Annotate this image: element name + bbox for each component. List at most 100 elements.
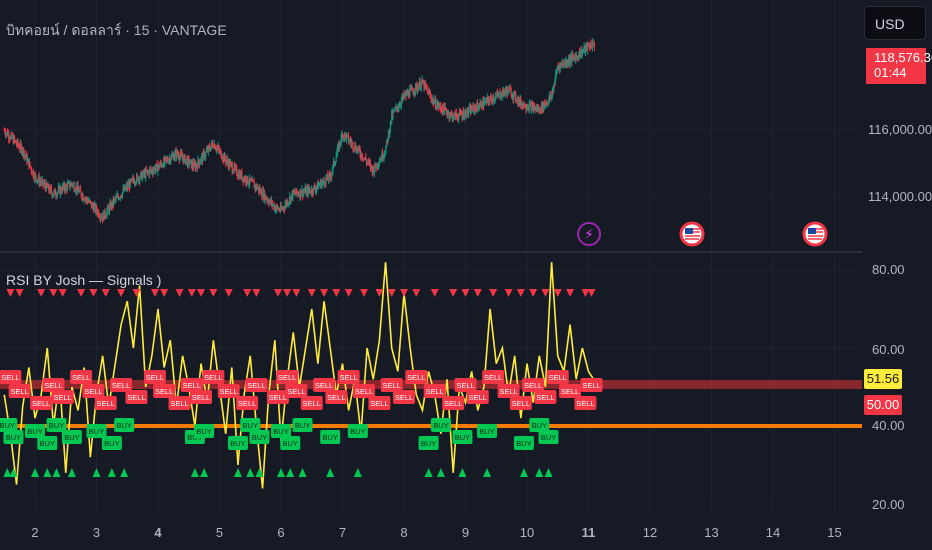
sell-label: SELL [10, 387, 28, 396]
buy-arrow-marker [277, 468, 285, 477]
candle-body [546, 102, 548, 104]
candle-body [79, 188, 81, 191]
candle-body [312, 192, 314, 194]
candle-body [402, 93, 404, 99]
candle-body [429, 92, 431, 95]
rsi-series [3, 262, 596, 489]
candle-body [238, 173, 240, 177]
candle-body [256, 184, 258, 190]
candle-body [526, 107, 528, 109]
candle-body [67, 182, 69, 184]
currency-button[interactable]: USD [864, 6, 926, 40]
candle-body [157, 164, 160, 168]
candle-body [171, 155, 173, 157]
candle-body [583, 45, 585, 50]
candle-body [50, 187, 52, 189]
sell-arrow-marker [344, 289, 353, 297]
candle-body [544, 102, 546, 106]
candle-body [588, 45, 590, 47]
candle-body [425, 86, 428, 89]
candle-body [78, 190, 80, 193]
candle-body [220, 150, 222, 158]
candle-body [489, 99, 491, 104]
candle-body [53, 191, 55, 196]
candle-body [506, 88, 508, 91]
candle-body [125, 185, 127, 188]
candle-body [165, 157, 167, 159]
candle-body [123, 186, 125, 191]
candle-body [260, 189, 262, 193]
lightning-event-icon[interactable]: ⚡ [577, 222, 601, 246]
buy-label-box [430, 418, 451, 432]
event-markers[interactable]: ⚡ [577, 221, 828, 247]
candle-body [207, 146, 209, 152]
buy-label: BUY [541, 433, 556, 442]
sell-label: SELL [303, 399, 321, 408]
candle-body [353, 149, 355, 151]
candle-body [488, 101, 490, 104]
candle-body [471, 107, 473, 111]
candle-body [482, 100, 484, 107]
indicator-title[interactable]: RSI BY Josh — Signals ) [6, 272, 162, 288]
candle-body [203, 152, 205, 154]
candle-body [11, 133, 13, 139]
candle-body [109, 202, 111, 206]
candle-body [296, 192, 299, 194]
candle-body [413, 92, 415, 94]
candle-body [303, 191, 305, 193]
candle-body [499, 92, 501, 98]
candle-body [272, 204, 275, 206]
candle-body [60, 187, 62, 192]
candle-body [21, 146, 23, 154]
time-axis-tick: 4 [154, 525, 162, 540]
buy-label-box [61, 430, 82, 444]
candle-body [205, 150, 207, 152]
us-flag-event-icon[interactable] [679, 221, 705, 247]
time-axis[interactable]: 2 3 4 5 6 7 8 9 10 11 12 13 14 15 [31, 525, 841, 540]
candle-body [554, 79, 556, 86]
sell-arrow-marker [175, 289, 184, 297]
time-axis-tick: 6 [277, 525, 284, 540]
candle-body [463, 117, 465, 119]
buy-arrow-marker [424, 468, 433, 477]
candle-body [340, 142, 342, 144]
candle-body [371, 164, 373, 168]
candle-body [384, 153, 386, 155]
candle-body [253, 182, 255, 188]
candle-body [66, 185, 68, 190]
candle-body [264, 195, 266, 201]
sell-label: SELL [536, 393, 554, 402]
us-flag-event-icon[interactable] [802, 221, 828, 247]
candle-body [349, 139, 351, 142]
candle-body [390, 120, 392, 122]
candle-body [451, 113, 453, 115]
sell-label: SELL [549, 373, 567, 382]
buy-arrow-marker [436, 468, 445, 477]
candle-body [503, 88, 505, 93]
candle-body [147, 171, 149, 173]
candle-body [222, 155, 224, 160]
candle-body [545, 104, 547, 106]
candle-body [585, 44, 587, 47]
candle-body [193, 162, 195, 168]
candle-body [34, 173, 36, 176]
candle-body [24, 154, 26, 156]
candle-body [268, 202, 270, 205]
candle-body [468, 107, 470, 112]
candle-body [290, 196, 292, 202]
candle-body [524, 107, 526, 109]
sell-label: SELL [84, 387, 102, 396]
candle-body [66, 183, 69, 190]
candle-body [278, 208, 280, 210]
candle-body [148, 171, 150, 175]
candle-body [181, 157, 184, 159]
sell-arrow-marker [37, 289, 46, 297]
candle-body [252, 181, 255, 183]
candle-body [19, 148, 21, 150]
candle-body [484, 100, 486, 102]
sell-label-box [153, 384, 176, 398]
candle-body [548, 99, 550, 104]
sell-label: SELL [183, 381, 201, 390]
sell-label: SELL [127, 393, 145, 402]
sell-arrow-marker [117, 289, 126, 297]
